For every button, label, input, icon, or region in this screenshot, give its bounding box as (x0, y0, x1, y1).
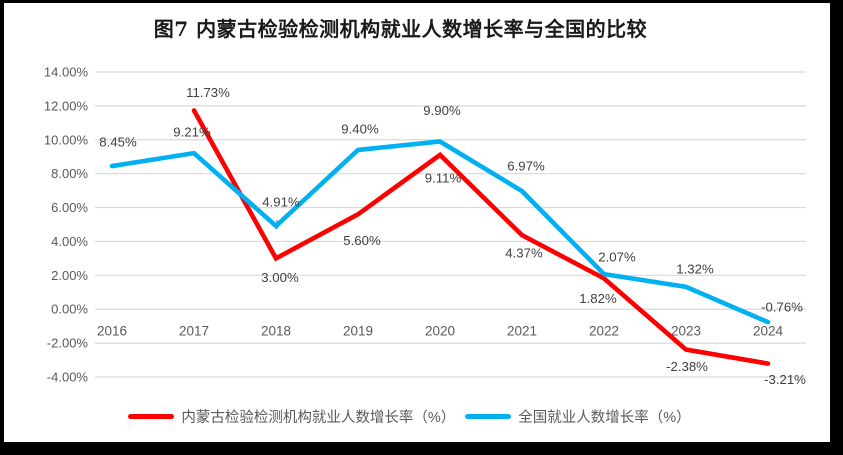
y-axis-tick-label: 14.00% (44, 65, 89, 80)
x-axis-year-label: 2020 (425, 324, 455, 339)
chart-background (4, 3, 830, 442)
data-label: 9.11% (425, 170, 462, 185)
data-label: 6.97% (507, 159, 545, 174)
x-axis-year-label: 2023 (671, 324, 701, 339)
x-axis-year-label: 2016 (97, 324, 127, 339)
legend-item-national: 全国就业人数增长率（%） (465, 406, 691, 427)
y-axis-tick-label: 10.00% (44, 132, 89, 147)
data-label: 2.07% (598, 250, 636, 265)
data-label: 4.37% (505, 246, 543, 261)
data-label: 5.60% (343, 233, 381, 248)
data-label: -2.38% (666, 359, 708, 374)
y-axis-tick-label: -2.00% (47, 336, 89, 351)
legend-label-inner-mongolia: 内蒙古检验检测机构就业人数增长率（%） (181, 410, 456, 426)
series-line-inner-mongolia (191, 108, 771, 366)
data-label: 9.90% (423, 103, 461, 118)
data-label: 1.32% (676, 261, 714, 276)
data-label: 8.45% (99, 135, 137, 150)
legend-line-red-icon (128, 414, 175, 419)
data-label: 3.00% (261, 270, 299, 285)
x-axis-year-label: 2019 (343, 324, 373, 339)
x-axis-year-label: 2021 (507, 324, 537, 339)
y-axis-tick-label: 12.00% (44, 98, 89, 113)
x-axis-year-label: 2018 (261, 324, 291, 339)
y-axis-tick-label: 8.00% (51, 166, 88, 181)
data-label: 9.21% (173, 125, 211, 140)
legend-item-inner-mongolia: 内蒙古检验检测机构就业人数增长率（%） (128, 406, 455, 427)
legend: 内蒙古检验检测机构就业人数增长率（%） 全国就业人数增长率（%） (0, 406, 831, 427)
data-label: 4.91% (262, 195, 300, 210)
y-axis-tick-label: 2.00% (51, 268, 88, 283)
data-label: -0.76% (761, 300, 803, 315)
x-axis-year-label: 2017 (179, 324, 209, 339)
chart-title: 图7 内蒙古检验检测机构就业人数增长率与全国的比较 (153, 17, 648, 41)
data-label: 9.40% (341, 121, 379, 136)
data-label: 11.73% (186, 85, 230, 100)
data-label: 1.82% (579, 291, 617, 306)
data-label: -3.21% (764, 372, 806, 387)
x-axis-year-label: 2024 (753, 324, 784, 339)
legend-label-national: 全国就业人数增长率（%） (518, 410, 691, 426)
series-line-national (109, 139, 771, 325)
y-axis-tick-label: -4.00% (47, 370, 89, 385)
y-axis-tick-label: 4.00% (51, 234, 88, 249)
y-axis-tick-label: 0.00% (51, 302, 88, 317)
x-axis-year-label: 2022 (589, 324, 619, 339)
y-axis-tick-label: 6.00% (51, 200, 88, 215)
legend-line-blue-icon (465, 414, 512, 419)
